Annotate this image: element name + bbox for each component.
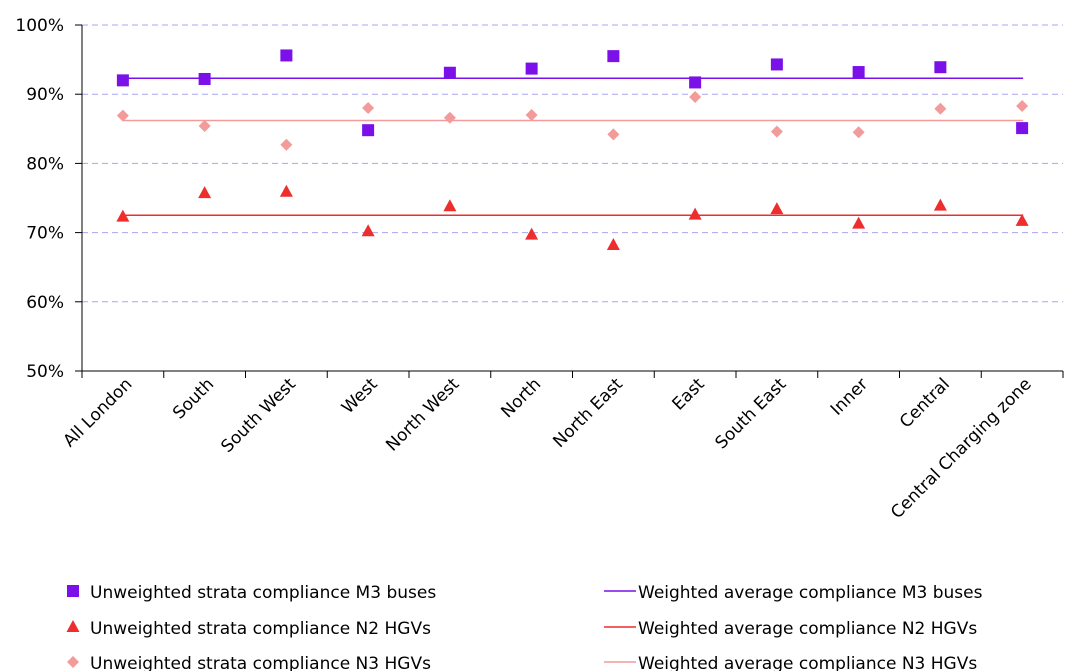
x-tick-label-north-east: North East: [549, 374, 627, 452]
triangle-point-north: [525, 227, 539, 240]
square-point-south-west: [280, 49, 293, 62]
triangle-point-central-charging-zone: [1015, 213, 1029, 226]
square-point-north-west: [443, 66, 456, 79]
square-point-north: [525, 62, 538, 75]
x-tick-label-north: North: [497, 374, 545, 422]
axis-layer: [75, 24, 1064, 378]
diamond-point-central-charging-zone: [1016, 99, 1029, 112]
legend: Unweighted strata compliance M3 buses Unw…: [66, 583, 983, 671]
square-point-all-london: [116, 74, 129, 87]
average-lines-layer: [122, 77, 1024, 217]
legend-label-unweighted-strata-compliance-n3-hgvs: Unweighted strata compliance N3 HGVs: [90, 654, 431, 671]
square-point-north-east: [607, 50, 620, 63]
y-tick-label: 80%: [26, 154, 64, 174]
diamond-point-south-west: [280, 138, 293, 151]
triangle-point-south-east: [770, 202, 784, 215]
legend-marker-diamond: [67, 656, 79, 668]
square-point-west: [362, 124, 375, 137]
legend-label-unweighted-strata-compliance-n2-hgvs: Unweighted strata compliance N2 HGVs: [90, 619, 431, 639]
labels-layer: 50%60%70%80%90%100%All London South South …: [15, 16, 1035, 523]
square-point-central-charging-zone: [1016, 122, 1029, 135]
square-point-central: [934, 61, 947, 74]
x-tick-label-central: Central: [896, 374, 954, 432]
triangle-point-all-london: [116, 209, 130, 222]
y-tick-label: 100%: [15, 16, 64, 36]
diamond-point-central: [934, 102, 947, 115]
diamond-point-south-east: [770, 125, 783, 138]
triangle-point-inner: [852, 216, 866, 229]
x-tick-label-south: South: [169, 374, 218, 423]
diamond-point-west: [362, 102, 375, 115]
legend-label-weighted-average-compliance-n2-hgvs: Weighted average compliance N2 HGVs: [638, 619, 977, 639]
legend-label-weighted-average-compliance-m3-buses: Weighted average compliance M3 buses: [638, 583, 983, 603]
x-tick-label-all-london: All London: [59, 374, 136, 451]
square-point-south-east: [770, 58, 783, 71]
grid-layer: [82, 24, 1063, 303]
legend-marker-triangle: [66, 620, 80, 632]
legend-label-weighted-average-compliance-n3-hgvs: Weighted average compliance N3 HGVs: [638, 654, 977, 671]
triangle-point-east: [688, 207, 702, 220]
y-tick-label: 50%: [26, 362, 64, 382]
diamond-point-north: [525, 108, 538, 121]
x-tick-label-south-west: South West: [217, 374, 300, 457]
y-tick-label: 90%: [26, 85, 64, 105]
diamond-point-all-london: [116, 109, 129, 122]
diamond-point-inner: [852, 126, 865, 139]
y-tick-label: 70%: [26, 224, 64, 244]
triangle-point-south: [198, 186, 212, 199]
legend-label-unweighted-strata-compliance-m3-buses: Unweighted strata compliance M3 buses: [90, 583, 436, 603]
x-tick-label-north-west: North West: [382, 374, 463, 455]
triangle-point-west: [361, 224, 375, 237]
x-tick-label-east: East: [669, 374, 709, 414]
x-tick-label-west: West: [338, 374, 382, 418]
y-tick-label: 60%: [26, 293, 64, 313]
triangle-point-south-west: [279, 184, 293, 197]
triangle-point-north-east: [606, 238, 620, 251]
x-tick-label-inner: Inner: [827, 374, 872, 419]
diamond-point-north-west: [443, 111, 456, 124]
diamond-point-south: [198, 120, 211, 133]
x-tick-label-central-charging-zone: Central Charging zone: [887, 374, 1036, 523]
square-point-south: [198, 72, 211, 85]
triangle-point-central: [933, 198, 947, 211]
x-tick-label-south-east: South East: [712, 374, 791, 453]
square-point-inner: [852, 66, 865, 79]
triangle-point-north-west: [443, 199, 457, 212]
legend-marker-square: [67, 585, 79, 597]
diamond-point-north-east: [607, 128, 620, 141]
points-layer: [116, 49, 1029, 251]
square-point-east: [689, 76, 702, 89]
diamond-point-east: [689, 90, 702, 103]
